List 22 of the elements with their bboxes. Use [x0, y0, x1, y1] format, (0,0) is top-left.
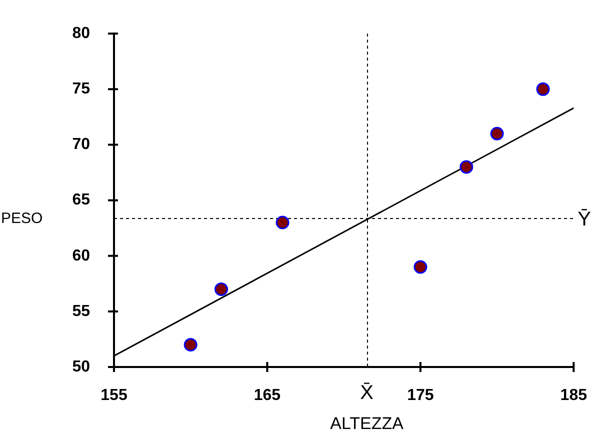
y-tick-label: 50 — [72, 358, 90, 376]
point — [414, 260, 428, 274]
point — [490, 126, 504, 140]
x-tick-label: 185 — [560, 387, 588, 404]
point — [460, 160, 474, 174]
y-tick-label: 65 — [72, 192, 90, 209]
x-axis-title: ALTEZZA — [330, 414, 404, 433]
ref-line-label: Ȳ — [578, 208, 591, 231]
x-tick-label: 155 — [100, 387, 128, 404]
y-tick-label: 80 — [72, 25, 90, 42]
point — [536, 82, 550, 96]
y-tick-label: 55 — [72, 302, 90, 320]
x-tick-label: 165 — [254, 387, 281, 404]
y-tick-label: 60 — [72, 247, 90, 264]
x-tick-label: 175 — [407, 387, 434, 404]
ref-line-label: X̄ — [360, 382, 374, 404]
y-axis-title: PESO — [1, 210, 43, 227]
y-tick-label: 70 — [72, 136, 90, 154]
y-tick-label: 75 — [72, 80, 90, 98]
point — [276, 216, 290, 230]
point — [184, 338, 198, 352]
point — [214, 282, 228, 296]
